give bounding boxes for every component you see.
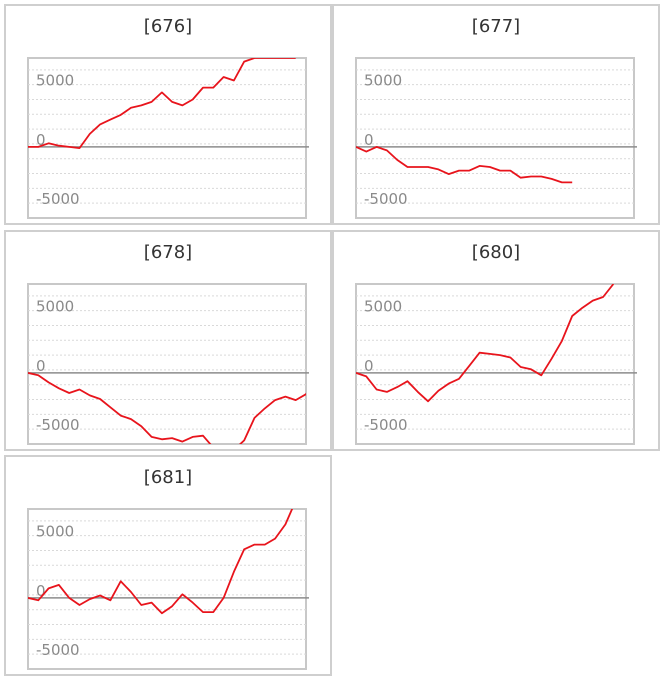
y-tick-label: -5000 bbox=[364, 190, 408, 208]
line-chart: 5000 0 -5000 bbox=[27, 508, 309, 670]
y-tick-label: -5000 bbox=[36, 190, 80, 208]
plot-frame bbox=[355, 283, 635, 445]
y-tick-label: -5000 bbox=[36, 416, 80, 434]
line-chart: 5000 0 -5000 bbox=[27, 283, 309, 445]
y-tick-label: 0 bbox=[36, 582, 46, 600]
chart-panel-681: [681] 5000 0 -5000 bbox=[4, 455, 332, 676]
chart-title: [680] bbox=[471, 242, 521, 263]
y-tick-label: 5000 bbox=[364, 298, 402, 316]
chart-title: [678] bbox=[143, 242, 193, 263]
series-line bbox=[356, 145, 573, 184]
plot-frame bbox=[27, 283, 307, 445]
y-tick-label: 0 bbox=[364, 357, 374, 375]
series-line bbox=[28, 58, 296, 150]
y-tick-label: 0 bbox=[364, 131, 374, 149]
line-chart: 5000 0 -5000 bbox=[355, 283, 637, 445]
chart-panel-678: [678] 5000 0 -5000 bbox=[4, 230, 332, 451]
y-tick-label: 5000 bbox=[36, 523, 74, 541]
y-tick-label: 0 bbox=[36, 131, 46, 149]
plot-frame bbox=[27, 57, 307, 219]
y-tick-label: 5000 bbox=[36, 298, 74, 316]
chart-panel-677: [677] 5000 0 -5000 bbox=[332, 4, 660, 225]
series-line bbox=[28, 372, 306, 444]
chart-title: [681] bbox=[143, 467, 193, 488]
line-chart: 5000 0 -5000 bbox=[27, 57, 309, 219]
y-tick-label: 0 bbox=[36, 357, 46, 375]
y-tick-label: 5000 bbox=[364, 72, 402, 90]
y-tick-label: -5000 bbox=[36, 641, 80, 659]
chart-panel-676: [676] 5000 0 -5000 bbox=[4, 4, 332, 225]
y-tick-label: 5000 bbox=[36, 72, 74, 90]
plot-frame bbox=[355, 57, 635, 219]
chart-title: [676] bbox=[143, 16, 193, 37]
line-chart: 5000 0 -5000 bbox=[355, 57, 637, 219]
chart-title: [677] bbox=[471, 16, 521, 37]
series-line bbox=[356, 284, 615, 403]
plot-frame bbox=[27, 508, 307, 670]
series-line bbox=[28, 509, 294, 615]
chart-panel-680: [680] 5000 0 -5000 bbox=[332, 230, 660, 451]
y-tick-label: -5000 bbox=[364, 416, 408, 434]
